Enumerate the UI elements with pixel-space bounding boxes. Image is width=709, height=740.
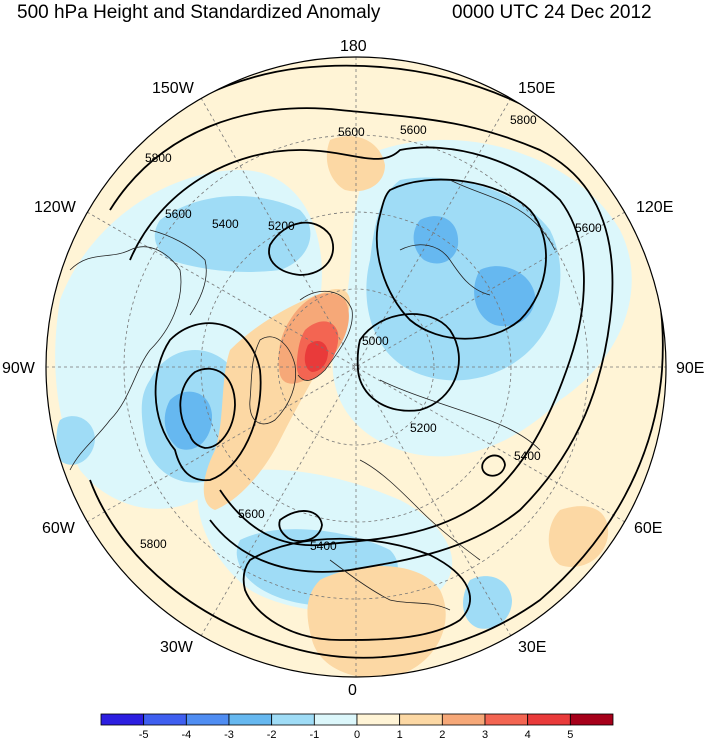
lon-label-60w: 60W — [42, 520, 76, 537]
contour-label: 5600 — [400, 123, 427, 137]
contour-label: 5600 — [338, 125, 365, 139]
lon-label-150w: 150W — [152, 80, 195, 97]
coastlines — [69, 179, 556, 611]
colorbar-tick-label: -5 — [139, 729, 149, 740]
colorbar-swatch — [441, 713, 486, 726]
colorbar-tick-label: 4 — [525, 729, 531, 740]
colorbar-swatch — [143, 713, 187, 726]
anomaly-region — [326, 136, 385, 192]
chart-title: 500 hPa Height and Standardized Anomaly — [17, 2, 381, 23]
colorbar-tick-label: -3 — [224, 729, 234, 740]
lon-label-90e: 90E — [676, 360, 704, 377]
colorbar-tick-label: -4 — [181, 729, 191, 740]
contour-label: 5400 — [212, 217, 239, 231]
colorbar-swatch — [399, 713, 443, 726]
anomaly-region — [164, 391, 213, 450]
lon-label-180: 180 — [340, 38, 367, 55]
contour-label-group: 5800 5600 5400 5200 5600 5600 5800 5600 … — [140, 113, 602, 553]
colorbar-swatch — [313, 713, 358, 726]
contour-label: 5600 — [165, 207, 192, 221]
colorbar-swatch — [185, 713, 230, 726]
anomaly-region — [463, 576, 512, 629]
lon-label-90w: 90W — [2, 360, 36, 377]
colorbar-tick-label: 0 — [354, 729, 360, 740]
contour-label: 5400 — [310, 539, 337, 553]
colorbar-swatch — [100, 713, 145, 726]
anomaly-region — [56, 416, 95, 465]
anomaly-region — [548, 506, 609, 567]
contour-label: 5200 — [268, 219, 295, 233]
anomaly-region — [413, 216, 459, 264]
colorbar-swatch — [484, 713, 529, 726]
colorbar-swatch — [271, 713, 315, 726]
anomaly-region — [154, 196, 311, 272]
graticule — [46, 57, 666, 677]
colorbar-tick-label: 3 — [482, 729, 488, 740]
colorbar-tick-label: 2 — [439, 729, 445, 740]
colorbar-swatch — [527, 713, 571, 726]
contour-label: 5800 — [510, 113, 537, 127]
anomaly-region — [366, 177, 561, 381]
colorbar-tick-label: -1 — [309, 729, 319, 740]
colorbar-swatch — [356, 713, 401, 726]
lon-label-30w: 30W — [160, 639, 194, 656]
contour-label: 5200 — [410, 421, 437, 435]
contour-label: 5800 — [145, 151, 172, 165]
lon-label-60e: 60E — [634, 520, 662, 537]
anomaly-region — [474, 266, 536, 327]
lon-label-120w: 120W — [34, 199, 77, 216]
longitude-labels: 180 0 90W 90E 150W 150E 120W 120E 60W 60… — [2, 38, 704, 699]
lon-label-120e: 120E — [636, 199, 673, 216]
contour-label: 5600 — [575, 221, 602, 235]
colorbar-swatch — [569, 713, 614, 726]
colorbar-swatch — [228, 713, 273, 726]
contour-label: 5400 — [514, 449, 541, 463]
chart-date: 0000 UTC 24 Dec 2012 — [452, 2, 652, 23]
colorbar-tick-label: -2 — [267, 729, 277, 740]
lon-label-30e: 30E — [518, 639, 546, 656]
colorbar-tick-label: 1 — [397, 729, 403, 740]
anomaly-region — [304, 340, 328, 372]
map-disc — [46, 57, 666, 677]
lon-label-0: 0 — [348, 682, 357, 699]
colorbar-tick-label: 5 — [567, 729, 573, 740]
anomaly-region — [307, 566, 446, 677]
map-border — [45, 56, 667, 678]
contour-label: 5000 — [362, 334, 389, 348]
lon-label-150e: 150E — [518, 80, 555, 97]
contour-label: 5600 — [238, 507, 265, 521]
colorbar: -5 -4 -3 -2 -1 0 1 2 3 4 5 — [100, 713, 614, 740]
contour-label: 5800 — [140, 537, 167, 551]
